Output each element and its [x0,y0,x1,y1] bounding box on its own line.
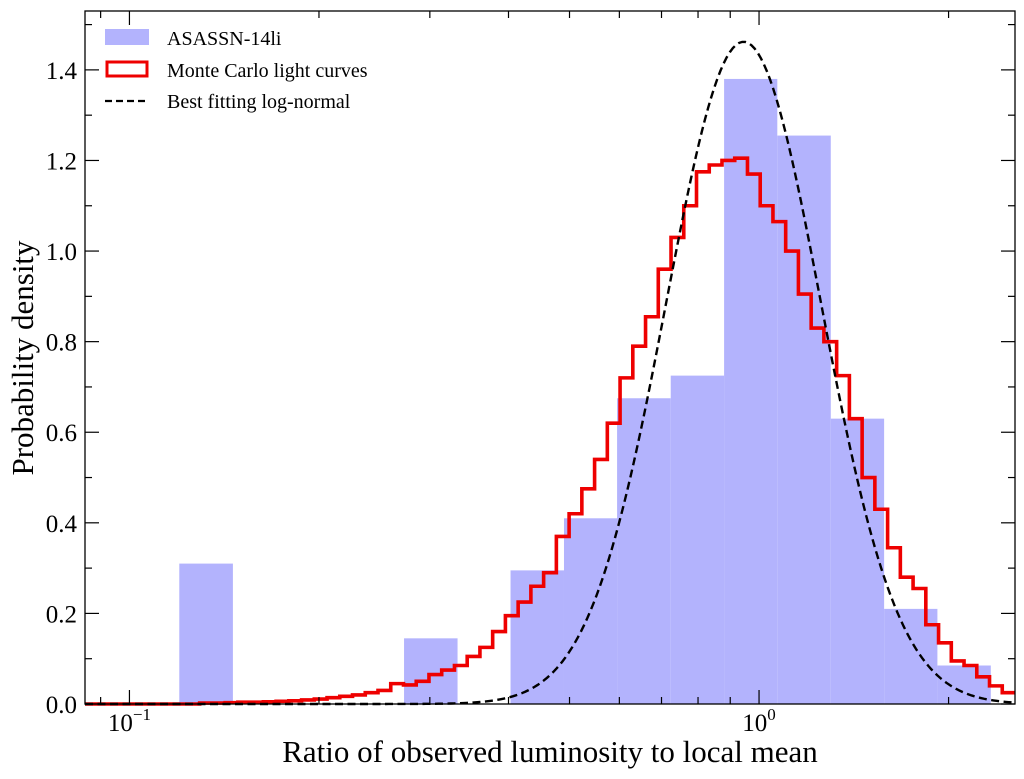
legend-label-lognormal: Best fitting log-normal [167,91,351,113]
legend-swatch-monte-carlo [105,60,149,78]
axis-ticks [85,11,1015,705]
legend: ASASSN-14li Monte Carlo light curves Bes… [105,28,368,113]
plot-frame [84,10,1016,705]
hist-bar-8 [830,418,885,704]
hist-bar-0 [179,563,233,704]
hist-bar-4 [617,398,671,704]
y-tick-label-3: 0.6 [46,420,77,447]
legend-label-monte-carlo: Monte Carlo light curves [167,60,368,82]
y-tick-label-4: 0.8 [46,330,77,357]
y-tick-label-0: 0.0 [46,692,77,719]
x-tick-label-0: 10−1 [108,705,151,737]
hist-bar-6 [724,78,778,704]
y-tick-label-2: 0.4 [46,511,78,538]
legend-label-asassn: ASASSN-14li [167,28,282,50]
y-tick-label-5: 1.0 [46,239,77,266]
x-axis-label: Ratio of observed luminosity to local me… [282,734,818,769]
y-tick-label-6: 1.2 [46,148,77,175]
y-axis-label: Probability density [5,240,40,476]
histogram-bars [179,78,991,704]
hist-bar-2 [510,570,564,704]
x-tick-labels: 10−1 100 [108,705,776,737]
x-tick-label-1: 100 [742,705,776,737]
y-tick-label-1: 0.2 [46,601,77,628]
y-tick-labels: 0.0 0.2 0.4 0.6 0.8 1.0 1.2 1.4 [46,58,78,719]
hist-bar-3 [563,518,618,704]
legend-swatch-asassn [105,29,149,45]
hist-bar-5 [670,375,725,704]
monte-carlo-path [85,156,1015,706]
monte-carlo-step-line [85,156,1015,706]
y-tick-label-7: 1.4 [46,58,78,85]
